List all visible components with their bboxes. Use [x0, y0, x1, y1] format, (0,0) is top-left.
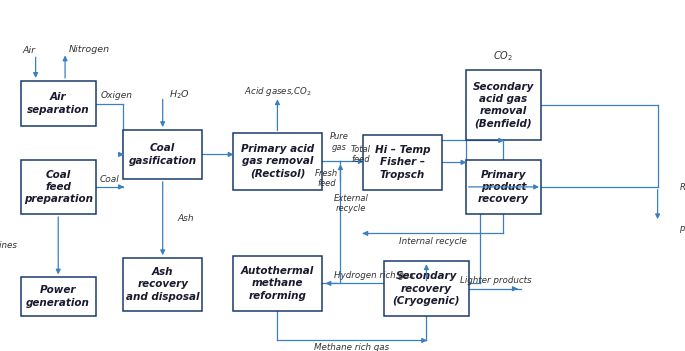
FancyBboxPatch shape: [123, 258, 202, 311]
Text: Coal: Coal: [100, 176, 119, 184]
Text: Secondary
acid gas
removal
(Benfield): Secondary acid gas removal (Benfield): [473, 82, 534, 129]
FancyBboxPatch shape: [466, 160, 541, 214]
Text: Primary
product
recovery: Primary product recovery: [478, 170, 529, 204]
FancyBboxPatch shape: [21, 81, 96, 126]
FancyBboxPatch shape: [363, 135, 442, 190]
FancyBboxPatch shape: [21, 277, 96, 316]
Text: Reaction
water
and
hevier
products: Reaction water and hevier products: [680, 183, 685, 233]
FancyBboxPatch shape: [466, 70, 541, 140]
Text: Coal
feed
preparation: Coal feed preparation: [24, 170, 92, 204]
Text: Hydrogen rich gas: Hydrogen rich gas: [334, 271, 414, 280]
Text: Oxigen: Oxigen: [101, 91, 132, 100]
Text: Coal fines: Coal fines: [0, 241, 17, 250]
Text: Hi – Temp
Fisher –
Tropsch: Hi – Temp Fisher – Tropsch: [375, 145, 430, 180]
Text: Pure
gas: Pure gas: [330, 132, 349, 152]
Text: Internal recycle: Internal recycle: [399, 237, 467, 246]
FancyBboxPatch shape: [233, 256, 322, 311]
Text: Autothermal
methane
reforming: Autothermal methane reforming: [241, 266, 314, 301]
FancyBboxPatch shape: [123, 130, 202, 179]
Text: External
recycle: External recycle: [334, 194, 368, 213]
Text: $CO_2$: $CO_2$: [493, 49, 514, 63]
Text: Methane rich gas: Methane rich gas: [314, 343, 390, 351]
Text: Power
generation: Power generation: [26, 285, 90, 308]
Text: Fresh
feed: Fresh feed: [315, 168, 338, 188]
Text: Total
feed: Total feed: [351, 145, 371, 164]
Text: Air
separation: Air separation: [27, 92, 90, 115]
Text: Acid gases,$CO_2$: Acid gases,$CO_2$: [244, 85, 311, 99]
Text: Air: Air: [23, 46, 35, 55]
Text: Nitrogen: Nitrogen: [68, 45, 110, 54]
FancyBboxPatch shape: [21, 160, 96, 214]
FancyBboxPatch shape: [384, 261, 469, 316]
FancyBboxPatch shape: [233, 133, 322, 190]
Text: Secondary
recovery
(Cryogenic): Secondary recovery (Cryogenic): [393, 271, 460, 306]
Text: Coal
gasification: Coal gasification: [129, 143, 197, 166]
Text: $H_2O$: $H_2O$: [169, 88, 190, 101]
Text: Lighter products: Lighter products: [460, 277, 531, 285]
Text: Ash: Ash: [177, 214, 195, 223]
Text: Primary acid
gas removal
(Rectisol): Primary acid gas removal (Rectisol): [241, 144, 314, 179]
Text: Ash
recovery
and disposal: Ash recovery and disposal: [126, 267, 199, 302]
